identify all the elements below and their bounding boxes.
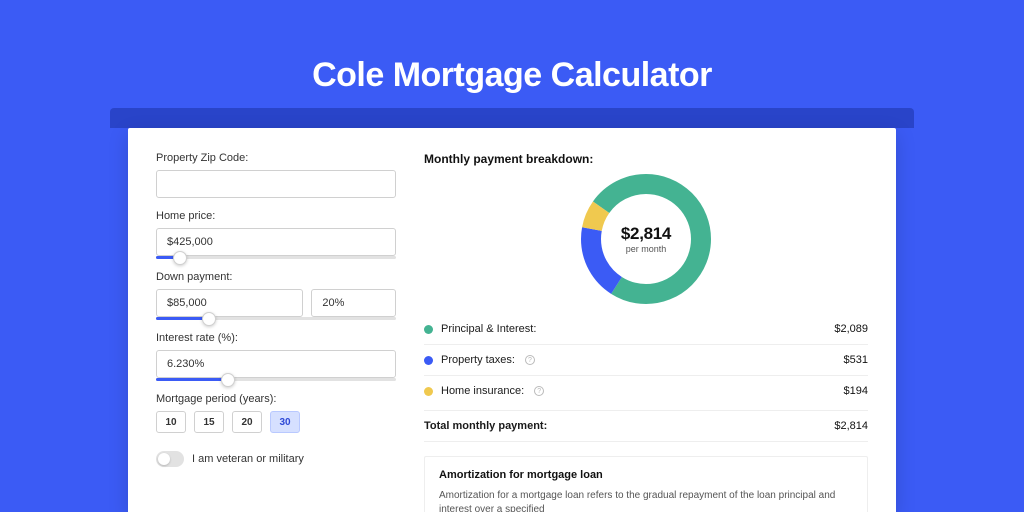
total-value: $2,814 [834, 420, 868, 432]
interest-rate-slider[interactable] [156, 378, 396, 381]
period-option-20[interactable]: 20 [232, 411, 262, 433]
calculator-card: Property Zip Code: Home price: Down paym… [128, 128, 896, 512]
info-icon[interactable]: ? [534, 386, 544, 396]
interest-rate-label: Interest rate (%): [156, 332, 396, 344]
legend-value-tax: $531 [844, 354, 868, 366]
swatch-ins [424, 387, 433, 396]
payment-donut-chart: $2,814 per month [581, 174, 711, 304]
swatch-tax [424, 356, 433, 365]
accent-bar [110, 108, 914, 128]
veteran-row: I am veteran or military [156, 451, 396, 467]
legend-value-ins: $194 [844, 385, 868, 397]
down-payment-label: Down payment: [156, 271, 396, 283]
legend-row-tax: Property taxes:? $531 [424, 345, 868, 376]
breakdown-title: Monthly payment breakdown: [424, 152, 868, 166]
amortization-text: Amortization for a mortgage loan refers … [439, 489, 853, 512]
down-payment-percent-input[interactable] [311, 289, 396, 317]
down-payment-slider[interactable] [156, 317, 396, 320]
legend-row-pi: Principal & Interest: $2,089 [424, 314, 868, 345]
veteran-toggle[interactable] [156, 451, 184, 467]
interest-rate-slider-thumb[interactable] [221, 373, 235, 387]
period-label: Mortgage period (years): [156, 393, 396, 405]
total-label: Total monthly payment: [424, 420, 547, 432]
legend-list: Principal & Interest: $2,089 Property taxe… [424, 314, 868, 406]
amortization-title: Amortization for mortgage loan [439, 469, 853, 481]
period-option-15[interactable]: 15 [194, 411, 224, 433]
home-price-slider[interactable] [156, 256, 396, 259]
inputs-column: Property Zip Code: Home price: Down paym… [156, 152, 396, 512]
zip-label: Property Zip Code: [156, 152, 396, 164]
period-option-10[interactable]: 10 [156, 411, 186, 433]
zip-input[interactable] [156, 170, 396, 198]
total-row: Total monthly payment: $2,814 [424, 411, 868, 442]
legend-label-ins: Home insurance: [441, 385, 524, 397]
veteran-label: I am veteran or military [192, 453, 304, 465]
legend-label-pi: Principal & Interest: [441, 323, 536, 335]
donut-sub: per month [626, 244, 667, 254]
down-payment-slider-thumb[interactable] [202, 312, 216, 326]
swatch-pi [424, 325, 433, 334]
down-payment-amount-input[interactable] [156, 289, 303, 317]
page-title: Cole Mortgage Calculator [0, 56, 1024, 95]
donut-wrap: $2,814 per month [424, 174, 868, 304]
amortization-section: Amortization for mortgage loan Amortizat… [424, 456, 868, 512]
donut-amount: $2,814 [621, 224, 671, 244]
stage: Cole Mortgage Calculator Property Zip Co… [0, 0, 1024, 512]
home-price-slider-thumb[interactable] [173, 251, 187, 265]
period-option-30[interactable]: 30 [270, 411, 300, 433]
donut-center: $2,814 per month [581, 174, 711, 304]
period-options: 10 15 20 30 [156, 411, 396, 433]
info-icon[interactable]: ? [525, 355, 535, 365]
interest-rate-input[interactable] [156, 350, 396, 378]
legend-label-tax: Property taxes: [441, 354, 515, 366]
interest-rate-slider-fill [156, 378, 228, 381]
home-price-input[interactable] [156, 228, 396, 256]
home-price-label: Home price: [156, 210, 396, 222]
legend-row-ins: Home insurance:? $194 [424, 376, 868, 406]
legend-value-pi: $2,089 [834, 323, 868, 335]
breakdown-column: Monthly payment breakdown: $2,814 per mo… [424, 152, 868, 512]
